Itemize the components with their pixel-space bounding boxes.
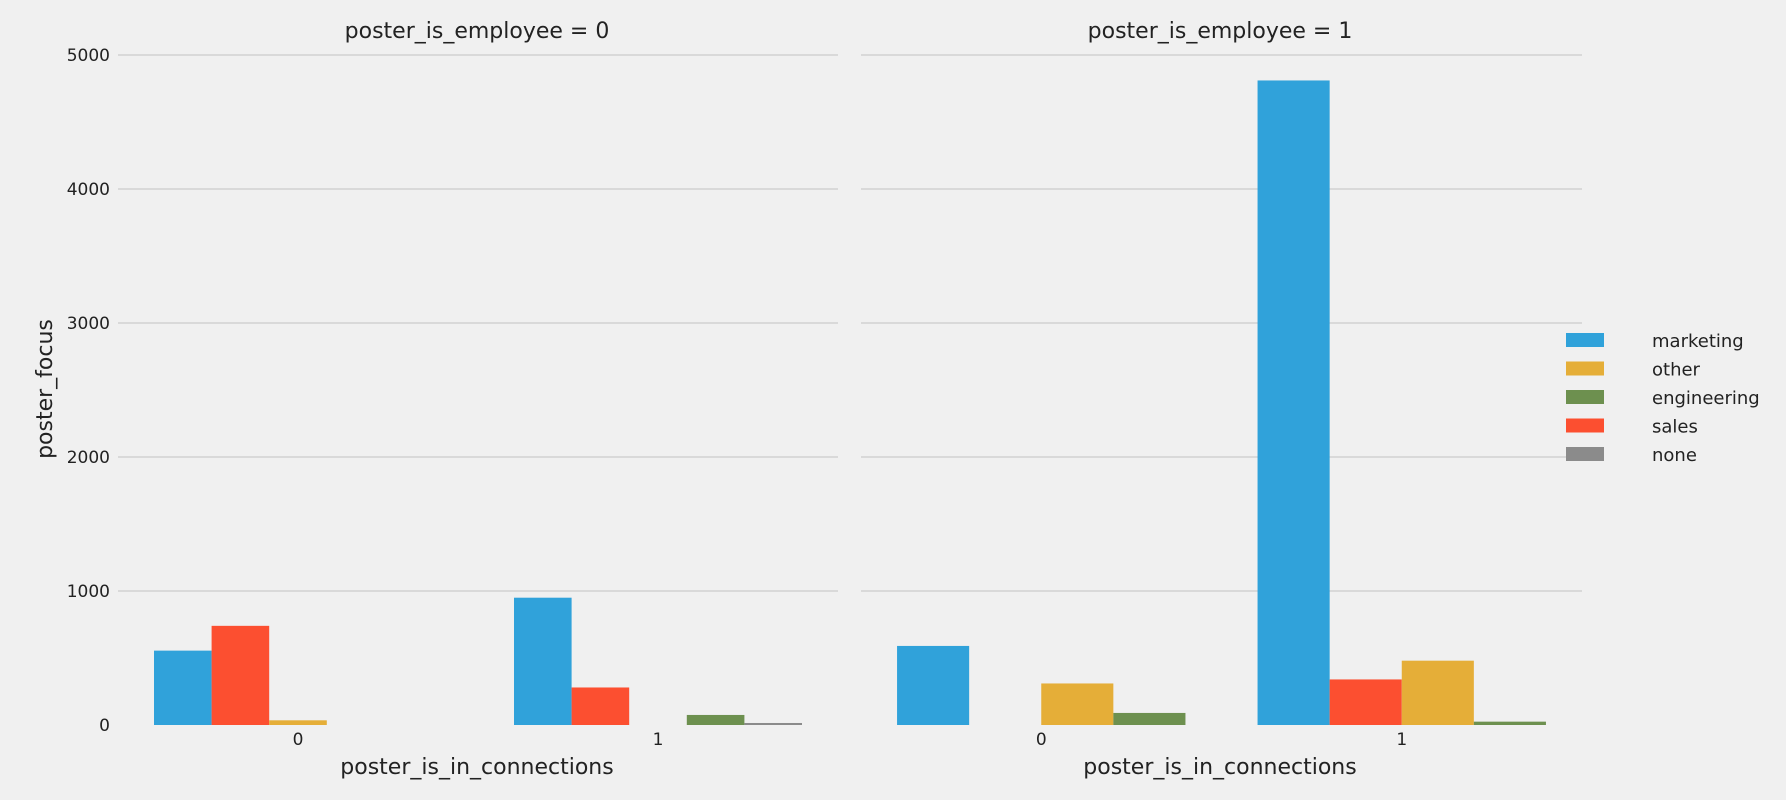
y-tick-label: 4000: [67, 180, 110, 200]
panel-title: poster_is_employee = 1: [1088, 19, 1353, 44]
legend-label-marketing: marketing: [1652, 331, 1744, 352]
bar-sales: [1329, 679, 1402, 725]
bar-marketing: [1257, 80, 1330, 725]
bar-other: [269, 720, 327, 725]
y-tick-label: 1000: [67, 582, 110, 602]
x-axis-label: poster_is_in_connections: [1083, 755, 1356, 780]
x-tick-label: 0: [1036, 730, 1047, 750]
bar-marketing: [154, 650, 212, 725]
bar-marketing: [514, 597, 572, 725]
legend-swatch-other: [1566, 361, 1604, 376]
legend-swatch-engineering: [1566, 390, 1604, 404]
y-tick-label: 0: [99, 716, 110, 736]
legend-swatch-marketing: [1566, 333, 1604, 347]
bar-engineering: [1113, 712, 1186, 725]
bar-none: [744, 722, 802, 725]
legend: marketing other engineering sales none: [1566, 331, 1760, 466]
panel-employee-0: poster_is_employee = 0 poster_is_in_conn…: [67, 19, 838, 780]
panel-employee-1: poster_is_employee = 1 poster_is_in_conn…: [861, 19, 1582, 780]
legend-label-none: none: [1652, 445, 1697, 466]
legend-label-other: other: [1652, 360, 1701, 381]
bar-other: [1041, 683, 1114, 725]
x-tick-label: 1: [653, 730, 664, 750]
y-tick-label: 3000: [67, 314, 110, 334]
x-tick-label: 0: [293, 730, 304, 750]
bar-engineering: [1473, 721, 1546, 725]
bar-engineering: [686, 714, 745, 725]
x-axis-label: poster_is_in_connections: [340, 755, 613, 780]
x-tick-label: 1: [1396, 730, 1407, 750]
y-tick-label: 5000: [67, 46, 110, 66]
y-axis-label: poster_focus: [33, 319, 58, 459]
legend-label-engineering: engineering: [1652, 388, 1760, 409]
legend-swatch-none: [1566, 447, 1604, 461]
legend-label-sales: sales: [1652, 417, 1698, 438]
bar-sales: [211, 625, 270, 725]
bar-marketing: [897, 645, 970, 725]
y-tick-label: 2000: [67, 448, 110, 468]
panel-title: poster_is_employee = 0: [345, 19, 610, 44]
bar-sales: [571, 687, 630, 725]
legend-swatch-sales: [1566, 418, 1604, 433]
bar-other: [1401, 660, 1474, 725]
